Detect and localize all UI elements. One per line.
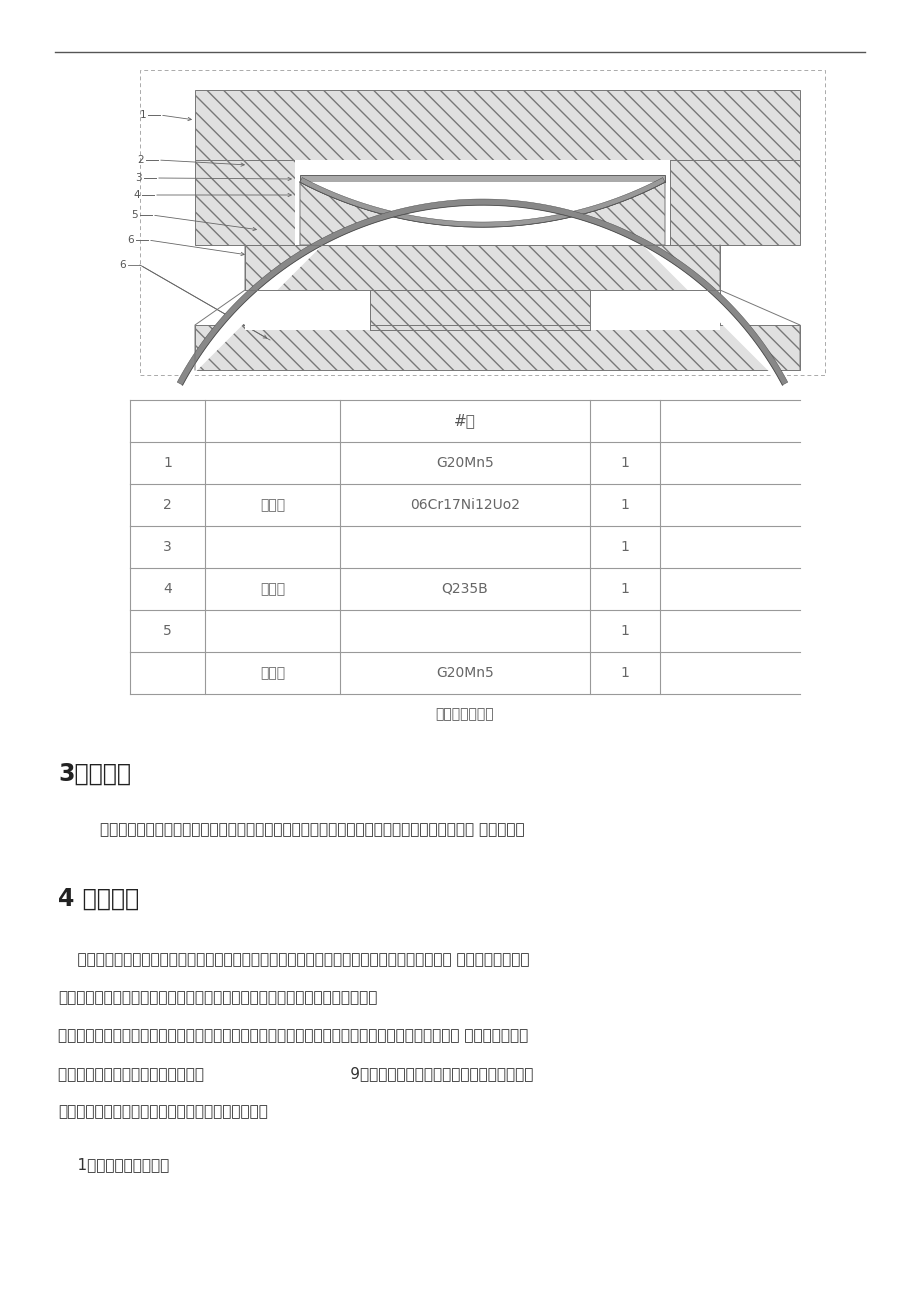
Text: 抗剪的特殊结构，具有能抗地震烈度                              9度的能力，可有效的解决钢结构抗震问题、: 抗剪的特殊结构，具有能抗地震烈度 9度的能力，可有效的解决钢结构抗震问题、	[58, 1066, 533, 1081]
Text: 3: 3	[163, 539, 172, 554]
Polygon shape	[177, 199, 787, 384]
Text: Q235B: Q235B	[441, 582, 488, 595]
Bar	[244, 245, 720, 291]
Text: 4: 4	[163, 582, 172, 595]
Text: #质: #质	[454, 413, 475, 429]
Polygon shape	[182, 205, 782, 384]
Text: 3: 3	[135, 173, 142, 182]
Bar	[195, 324, 800, 370]
Text: 2: 2	[137, 155, 144, 165]
Text: 1: 1	[620, 456, 629, 470]
Bar	[369, 291, 589, 330]
Text: 不砾狱: 不砾狱	[260, 498, 285, 512]
Bar	[295, 160, 669, 245]
Text: 1: 1	[620, 498, 629, 512]
Bar	[244, 291, 369, 330]
Polygon shape	[300, 177, 664, 227]
Text: 6: 6	[119, 261, 126, 270]
Text: 1: 1	[620, 539, 629, 554]
Text: 复杂结构施工问题。球型铰支座主要性能指标如下：: 复杂结构施工问题。球型铰支座主要性能指标如下：	[58, 1104, 267, 1119]
Text: 支座球面半径及聚四氟乙烯板的摩擦系数有关，与支座转角大小无关。其用钢量: 支座球面半径及聚四氟乙烯板的摩擦系数有关，与支座转角大小无关。其用钢量	[58, 990, 377, 1005]
Bar	[369, 324, 589, 330]
Text: 少体积小，制造成品相对较低，具有万向转动万向承载多向位移等其它类型支座所无法比拟的优点， 而且采用抗拉、: 少体积小，制造成品相对较低，具有万向转动万向承载多向位移等其它类型支座所无法比拟…	[58, 1028, 528, 1042]
Bar	[195, 160, 295, 245]
Text: 6: 6	[127, 235, 134, 245]
Text: G20Mn5: G20Mn5	[436, 666, 494, 680]
Bar	[195, 90, 800, 160]
Text: 1: 1	[620, 582, 629, 595]
Text: 1: 1	[163, 456, 172, 470]
Text: 2: 2	[163, 498, 172, 512]
Text: 1、可承受竖向载荷；: 1、可承受竖向载荷；	[58, 1157, 169, 1171]
Text: 5: 5	[131, 210, 138, 220]
Text: 06Cr17Ni12Uo2: 06Cr17Ni12Uo2	[410, 498, 519, 512]
Text: 4: 4	[133, 190, 140, 199]
Polygon shape	[300, 182, 664, 227]
Polygon shape	[300, 182, 664, 245]
Bar	[300, 175, 664, 182]
Bar	[589, 291, 720, 330]
Text: 图２：球型支座: 图２：球型支座	[436, 708, 494, 721]
Text: 本工法适用于大跨度空间结构如网架，桁架，连廊，膜结构，钢屋盖等钢结构建筑及大跨度桥 梁工程等。: 本工法适用于大跨度空间结构如网架，桁架，连廊，膜结构，钢屋盖等钢结构建筑及大跨度…	[100, 822, 524, 837]
Text: 1: 1	[620, 624, 629, 638]
Text: 1: 1	[139, 109, 146, 120]
Bar	[140, 70, 824, 375]
Text: 1: 1	[620, 666, 629, 680]
Bar	[589, 291, 720, 330]
Text: 5: 5	[163, 624, 172, 638]
Text: 该项施工技术是滑动支座通过球面聚四氟乙烯板的滑动来实现支座的转动过程，转动力矩小， 而且转动力矩只与: 该项施工技术是滑动支座通过球面聚四氟乙烯板的滑动来实现支座的转动过程，转动力矩小…	[58, 952, 529, 967]
Text: G20Mn5: G20Mn5	[436, 456, 494, 470]
Text: 下支戱: 下支戱	[260, 666, 285, 680]
Text: 3适用范围: 3适用范围	[58, 762, 130, 786]
Text: 中间惭: 中间惭	[260, 582, 285, 595]
Bar	[669, 160, 800, 245]
Bar	[244, 291, 369, 330]
Text: 4 工艺原理: 4 工艺原理	[58, 887, 139, 911]
